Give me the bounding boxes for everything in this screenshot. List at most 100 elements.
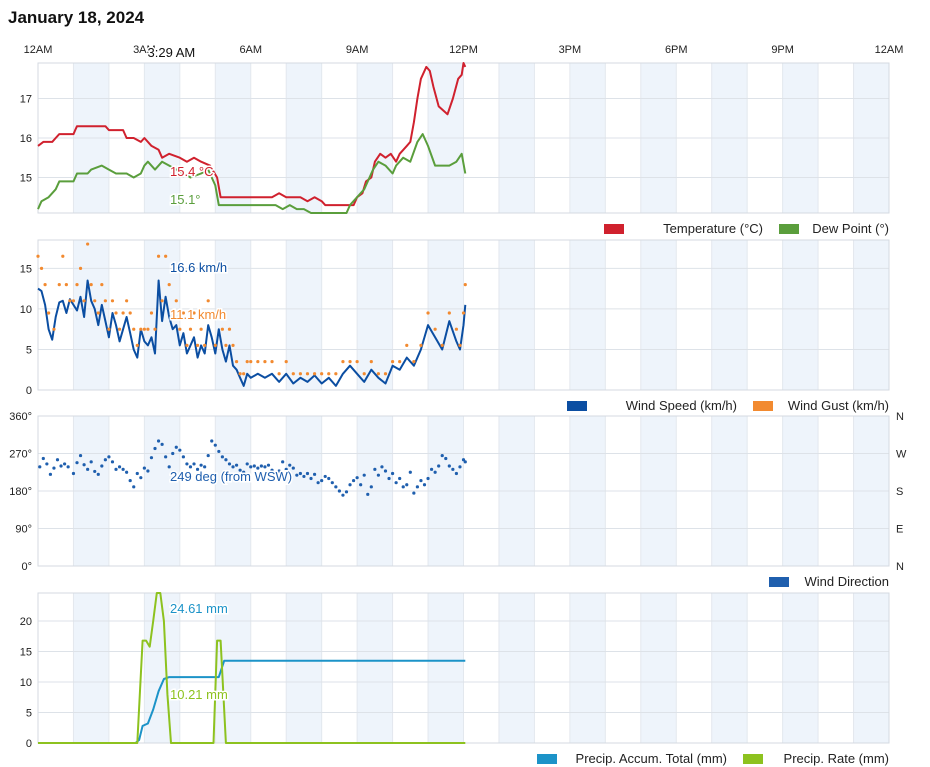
- data-point: [96, 311, 100, 315]
- hour-band: [711, 593, 748, 743]
- hour-band: [711, 240, 748, 390]
- legend-label: Temperature (°C): [663, 221, 763, 236]
- data-point: [89, 282, 93, 287]
- data-point: [153, 446, 157, 451]
- data-point: [78, 453, 83, 458]
- data-point: [103, 299, 107, 303]
- data-point: [220, 455, 224, 459]
- data-point: [437, 464, 441, 468]
- data-point: [259, 464, 263, 468]
- data-point: [206, 453, 210, 458]
- data-point: [355, 476, 359, 480]
- data-point: [55, 458, 60, 462]
- data-point: [114, 311, 118, 315]
- data-point: [210, 439, 214, 443]
- panel-frame: [37, 415, 890, 567]
- data-point: [100, 282, 104, 287]
- y-tick-label: 90°: [15, 524, 32, 536]
- x-tick-label-6: 6PM: [665, 44, 688, 56]
- y-tick-label: 10: [20, 677, 32, 689]
- x-tick-label-1: 3AM: [133, 44, 156, 56]
- data-point: [114, 467, 118, 471]
- data-point: [227, 462, 232, 466]
- data-point: [185, 462, 189, 466]
- data-point: [174, 299, 178, 303]
- y-tick-label: 20: [20, 616, 32, 628]
- data-point: [458, 465, 462, 469]
- data-point: [181, 311, 185, 315]
- data-point: [256, 360, 260, 364]
- hour-band: [357, 593, 393, 743]
- data-point: [132, 327, 136, 331]
- data-point: [461, 458, 466, 462]
- data-point: [52, 327, 56, 331]
- hour-band: [569, 593, 606, 743]
- data-point: [298, 372, 302, 376]
- data-point: [206, 299, 210, 303]
- data-point: [62, 462, 67, 466]
- hour-band: [498, 593, 535, 743]
- data-point: [57, 282, 61, 287]
- y-tick-label: 15: [20, 647, 32, 659]
- data-point: [376, 372, 380, 376]
- data-point: [284, 467, 288, 471]
- data-point: [146, 327, 150, 331]
- page-title: January 18, 2024: [8, 8, 145, 27]
- data-point: [447, 464, 451, 468]
- hover-label: 10.21 mm: [170, 687, 228, 702]
- data-point: [39, 266, 44, 270]
- data-point: [419, 478, 423, 483]
- data-point: [270, 468, 274, 472]
- data-point: [75, 282, 79, 287]
- data-point: [192, 462, 196, 466]
- data-point: [401, 485, 405, 489]
- data-point: [213, 343, 217, 348]
- x-tick-label-2: 6AM: [239, 44, 262, 56]
- data-point: [174, 445, 178, 449]
- data-point: [263, 465, 267, 469]
- data-point: [369, 360, 373, 364]
- data-point: [231, 465, 235, 469]
- series-line-wind_speed-0: [37, 279, 467, 387]
- data-point: [390, 471, 395, 476]
- y-tick-label: 15: [20, 172, 32, 184]
- data-point: [270, 360, 274, 364]
- panel-precipitation: 0 5 10 15 20 24.61 mm 10.21 mm Precip. Rate (mm…: [20, 592, 890, 766]
- hover-label: 249 deg (from WSW): [170, 469, 292, 484]
- data-point: [383, 469, 388, 473]
- y-tick-label: 0: [26, 385, 32, 397]
- data-point: [171, 451, 175, 456]
- data-point: [149, 456, 154, 460]
- data-point: [273, 471, 278, 476]
- data-point: [82, 299, 86, 303]
- data-point: [337, 489, 341, 493]
- hover-label: 15.1°: [170, 192, 201, 207]
- data-point: [110, 460, 115, 464]
- data-point: [334, 372, 338, 376]
- data-point: [117, 327, 122, 331]
- data-point: [52, 466, 56, 470]
- data-point: [256, 466, 260, 470]
- data-point: [178, 448, 182, 452]
- hour-band: [428, 240, 464, 390]
- y-right-tick-label: S: [896, 486, 903, 498]
- data-point: [227, 327, 232, 331]
- data-point: [433, 470, 437, 474]
- data-point: [305, 372, 310, 376]
- data-point: [139, 476, 143, 480]
- legend-swatch: [537, 754, 557, 764]
- hover-time-label: 3:29 AM: [148, 45, 196, 60]
- series-wind_speed-1: [36, 242, 467, 376]
- data-point: [153, 327, 157, 331]
- hover-label: 15.4 °C: [170, 164, 214, 179]
- data-point: [139, 327, 143, 331]
- y-tick-label: 5: [26, 344, 32, 356]
- data-point: [341, 493, 345, 497]
- data-point: [288, 463, 292, 467]
- data-point: [405, 483, 409, 487]
- data-point: [263, 360, 267, 364]
- data-point: [160, 442, 164, 446]
- data-point: [107, 455, 111, 459]
- data-point: [451, 467, 455, 471]
